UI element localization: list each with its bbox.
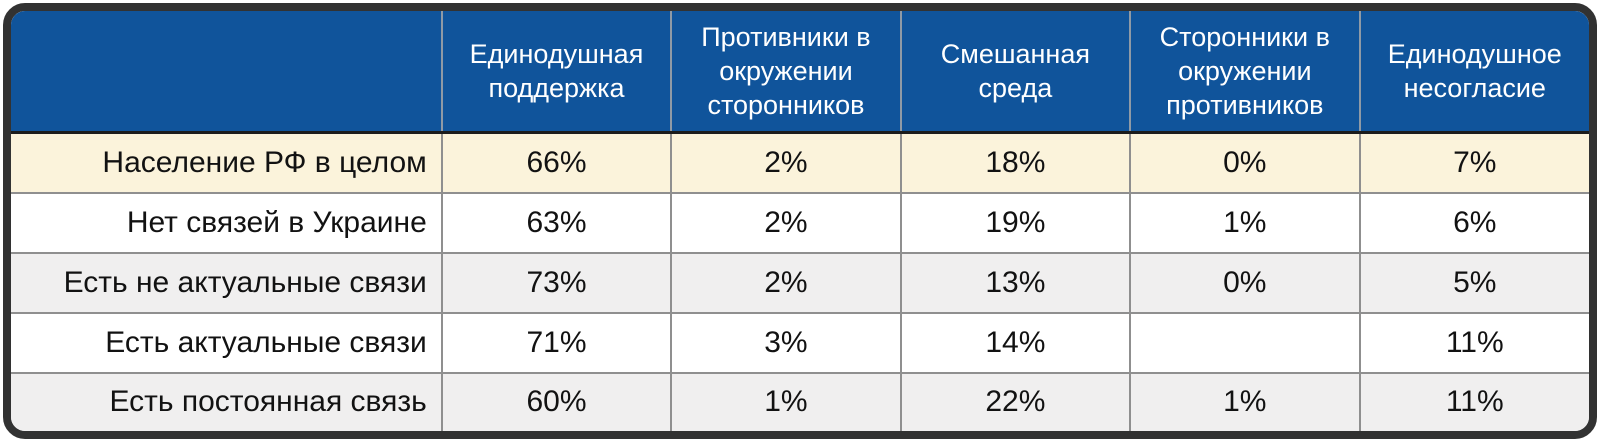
cell-value: 14%: [899, 311, 1131, 373]
cell-value: 3%: [670, 311, 901, 373]
table-row-no-ties-ukraine: Нет связей в Украине 63% 2% 19% 1% 6%: [11, 191, 1589, 253]
row-label: Есть не актуальные связи: [11, 251, 442, 313]
table-row-active-ties: Есть актуальные связи 71% 3% 14% 11%: [11, 311, 1589, 373]
cell-value: 1%: [1129, 371, 1360, 431]
cell-value: 11%: [1358, 311, 1589, 373]
row-label: Есть актуальные связи: [11, 311, 442, 373]
cell-value: 60%: [440, 371, 672, 431]
table-row-population-total: Население РФ в целом 66% 2% 18% 0% 7%: [11, 132, 1589, 193]
cell-value: 22%: [899, 371, 1131, 431]
header-cell-unanimous-disagreement: Единодушное несогласие: [1358, 11, 1589, 134]
cell-value-empty: [1129, 311, 1360, 373]
row-label: Есть постоянная связь: [11, 371, 442, 431]
table-row-inactive-ties: Есть не актуальные связи 73% 2% 13% 0% 5…: [11, 251, 1589, 313]
cell-value: 11%: [1358, 371, 1589, 431]
cell-value: 5%: [1358, 251, 1589, 313]
header-cell-supporters-among-opponents: Сторонники в окружении противников: [1129, 11, 1360, 134]
cell-value: 13%: [899, 251, 1131, 313]
header-cell-row-labels: [11, 11, 442, 134]
table-frame: Единодушная поддержка Противники в окруж…: [3, 3, 1597, 439]
cell-value: 63%: [440, 191, 672, 253]
cell-value: 0%: [1129, 132, 1360, 193]
row-label: Нет связей в Украине: [11, 191, 442, 253]
cell-value: 0%: [1129, 251, 1360, 313]
cell-value: 1%: [670, 371, 901, 431]
cell-value: 66%: [440, 132, 672, 193]
cell-value: 6%: [1358, 191, 1589, 253]
cell-value: 71%: [440, 311, 672, 373]
table-row-constant-contact: Есть постоянная связь 60% 1% 22% 1% 11%: [11, 371, 1589, 431]
header-cell-unanimous-support: Единодушная поддержка: [440, 11, 672, 134]
cell-value: 73%: [440, 251, 672, 313]
cell-value: 2%: [670, 251, 901, 313]
cell-value: 2%: [670, 191, 901, 253]
cell-value: 2%: [670, 132, 901, 193]
cell-value: 18%: [899, 132, 1131, 193]
cell-value: 1%: [1129, 191, 1360, 253]
cell-value: 7%: [1358, 132, 1589, 193]
header-row: Единодушная поддержка Противники в окруж…: [11, 11, 1589, 134]
header-cell-mixed-environment: Смешанная среда: [899, 11, 1131, 134]
cell-value: 19%: [899, 191, 1131, 253]
survey-table: Единодушная поддержка Противники в окруж…: [11, 11, 1589, 431]
row-label: Население РФ в целом: [11, 132, 442, 193]
header-cell-opponents-among-supporters: Противники в окружении сторонников: [670, 11, 901, 134]
